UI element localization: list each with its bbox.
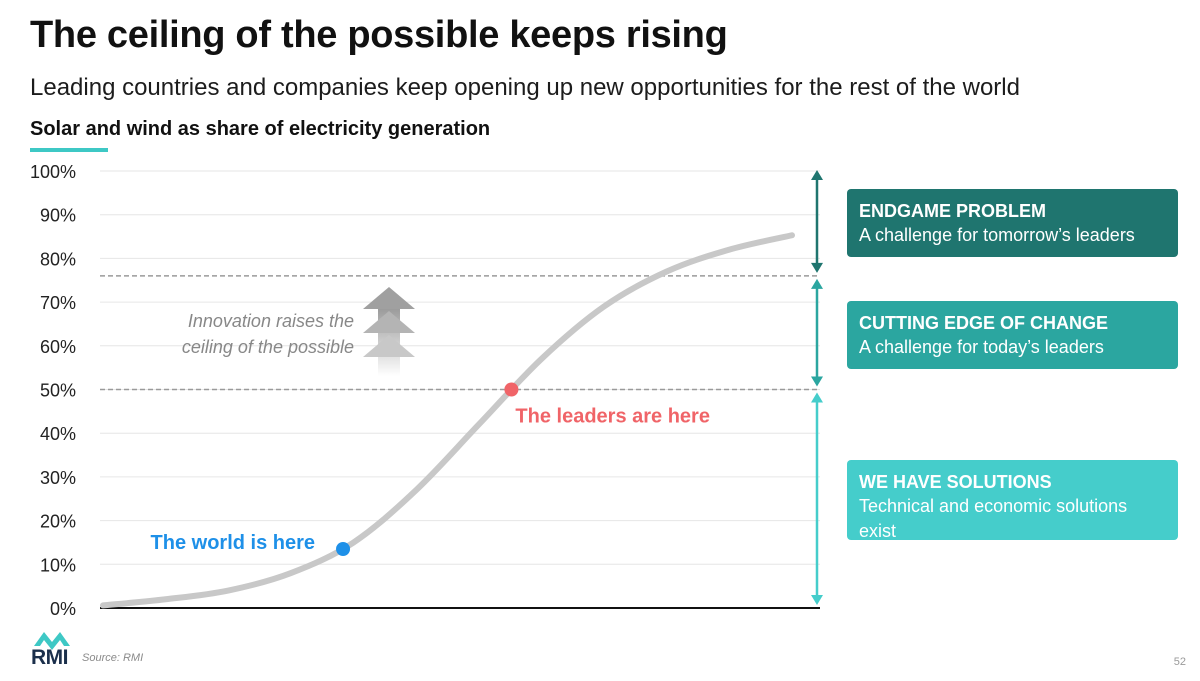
y-tick-label: 0% bbox=[50, 599, 76, 619]
rmi-logo-icon bbox=[34, 632, 70, 650]
y-tick-label: 100% bbox=[30, 162, 76, 182]
source-note: Source: RMI bbox=[82, 652, 144, 664]
zone-cutting-edge-title: CUTTING EDGE OF CHANGE bbox=[859, 313, 1109, 333]
leaders-label: The leaders are here bbox=[515, 406, 710, 428]
chart-title: Solar and wind as share of electricity g… bbox=[30, 118, 491, 140]
y-tick-label: 30% bbox=[40, 468, 76, 488]
cutting-edge-range-arrow-head-up bbox=[811, 278, 823, 289]
page-number: 52 bbox=[1173, 656, 1186, 668]
y-tick-label: 80% bbox=[40, 249, 76, 269]
y-tick-label: 20% bbox=[40, 512, 76, 532]
cutting-edge-range-arrow-head-down bbox=[811, 376, 823, 387]
world-point bbox=[336, 542, 351, 557]
solutions-range-arrow-head-down bbox=[811, 595, 823, 605]
innovation-annotation-line1: Innovation raises the bbox=[188, 311, 354, 331]
y-tick-label: 40% bbox=[40, 424, 76, 444]
rmi-logo-text: RMI bbox=[31, 646, 69, 669]
y-tick-label: 90% bbox=[40, 206, 76, 226]
solutions-range-arrow-head-up bbox=[811, 392, 823, 403]
leaders-point bbox=[504, 382, 519, 397]
page-title: The ceiling of the possible keeps rising bbox=[30, 14, 728, 56]
endgame-range-arrow-head-down bbox=[811, 262, 823, 273]
zone-cutting-edge-subtitle: A challenge for today’s leaders bbox=[859, 337, 1104, 357]
chevron-up-icon bbox=[363, 311, 415, 333]
zone-endgame-title: ENDGAME PROBLEM bbox=[859, 201, 1047, 221]
innovation-annotation-line2: ceiling of the possible bbox=[182, 337, 354, 357]
endgame-range-arrow-head-up bbox=[811, 170, 823, 180]
y-tick-label: 70% bbox=[40, 293, 76, 313]
zone-solutions-box: WE HAVE SOLUTIONS Technical and economic… bbox=[847, 460, 1178, 541]
chevron-up-icon bbox=[363, 287, 415, 309]
world-label: The world is here bbox=[151, 532, 315, 554]
y-tick-label: 50% bbox=[40, 381, 76, 401]
y-tick-label: 60% bbox=[40, 337, 76, 357]
chart-title-underline bbox=[30, 148, 108, 152]
zone-solutions-subtitle: Technical and economic solutions exist bbox=[859, 496, 1128, 541]
zone-solutions-title: WE HAVE SOLUTIONS bbox=[859, 472, 1052, 492]
y-tick-label: 10% bbox=[40, 555, 76, 575]
chevron-up-icon bbox=[363, 335, 415, 357]
zone-endgame-subtitle: A challenge for tomorrow’s leaders bbox=[859, 225, 1135, 245]
page-subtitle: Leading countries and companies keep ope… bbox=[30, 74, 1020, 101]
zone-endgame-box: ENDGAME PROBLEM A challenge for tomorrow… bbox=[847, 189, 1178, 257]
adoption-curve bbox=[100, 232, 795, 609]
zone-cutting-edge-box: CUTTING EDGE OF CHANGE A challenge for t… bbox=[847, 301, 1178, 369]
